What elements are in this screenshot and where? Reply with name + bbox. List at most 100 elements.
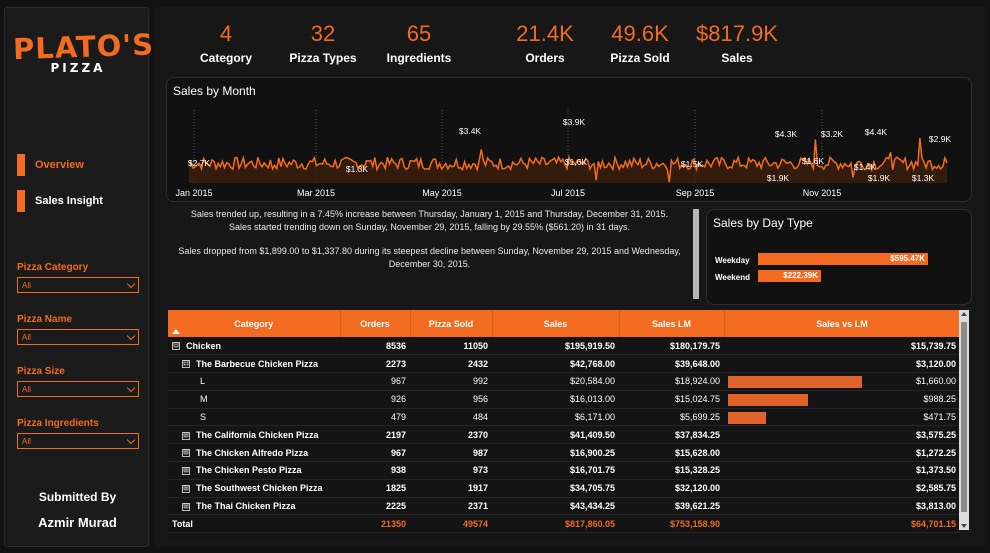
- cell-orders: 2197: [340, 425, 410, 445]
- kpi-value: 4: [219, 21, 233, 46]
- collapse-icon[interactable]: ⊟: [182, 360, 190, 369]
- expand-icon[interactable]: ⊞: [182, 431, 190, 440]
- data-label: $2.7K: [188, 158, 211, 168]
- submitted-by-label: Submitted By: [38, 490, 117, 504]
- header-pizza-sold[interactable]: Pizza Sold: [410, 310, 493, 337]
- kpi-pizza-sold: 49.6K Pizza Sold: [603, 22, 677, 66]
- cell-pizza-sold: 11050: [410, 337, 492, 356]
- nav-item-label: Sales Insight: [35, 195, 103, 207]
- kpi-pizza-types: 32 Pizza Types: [283, 21, 363, 66]
- slicer-pizza-category: Pizza Category All: [17, 262, 139, 293]
- data-label: $1.5K: [681, 159, 704, 169]
- kpi-value: 65: [406, 21, 432, 46]
- cell-orders: 1825: [340, 479, 410, 498]
- kpi-label: Orders: [525, 51, 565, 65]
- cell-sales: $34,705.75: [492, 479, 619, 498]
- sales-vs-lm-bar: [728, 376, 862, 389]
- x-tick-label: Sep 2015: [676, 188, 715, 198]
- cell-sales: $6,171.00: [492, 408, 619, 427]
- cell-category: S: [168, 408, 340, 427]
- day-type-title: Sales by Day Type: [713, 216, 813, 230]
- kpi-label: Pizza Sold: [610, 51, 670, 65]
- header-category[interactable]: Category: [168, 310, 341, 337]
- sort-ascending-icon: [172, 329, 180, 334]
- total-sales: $817,860.05: [492, 514, 619, 534]
- pizza-ingredients-dropdown[interactable]: All: [17, 433, 139, 449]
- kpi-label: Category: [199, 51, 252, 65]
- sales-matrix: Category Orders Pizza Sold Sales Sales L…: [168, 310, 960, 540]
- table-row[interactable]: M 926 956 $16,013.00 $15,024.75 $988.25: [168, 390, 960, 409]
- cell-sales-lm: $37,834.25: [619, 425, 724, 445]
- pizza-category-dropdown[interactable]: All: [17, 277, 139, 293]
- header-sales-vs-lm[interactable]: Sales vs LM: [724, 310, 960, 337]
- scroll-thumb[interactable]: [961, 322, 967, 512]
- sales-by-month-chart[interactable]: $2.7K $1.3K $3.4K $3.9K $1.6K $1.5K $4.3K $1.9K…: [167, 78, 973, 203]
- table-row[interactable]: ⊟ The Barbecue Chicken Pizza 2273 2432 $42,7…: [168, 354, 960, 374]
- x-tick-label: Mar 2015: [297, 188, 335, 198]
- kpi-value: $817.9K: [696, 21, 778, 46]
- data-label: $3.9K: [563, 117, 586, 127]
- sidebar: PLATO'S PIZZA Overview Sales Insight Piz…: [4, 7, 155, 547]
- author-name: Azmir Murad: [38, 515, 117, 530]
- cell-sales-vs-lm: $15,739.75: [724, 337, 960, 356]
- scroll-down-icon[interactable]: [961, 524, 967, 528]
- nav-item-overview[interactable]: Overview: [17, 154, 84, 176]
- cell-orders: 926: [340, 390, 410, 409]
- header-orders[interactable]: Orders: [340, 310, 411, 337]
- slicer-pizza-size: Pizza Size All: [17, 366, 139, 397]
- table-row[interactable]: ⊞ The Chicken Pesto Pizza 938 973 $16,701.75…: [168, 461, 960, 480]
- cell-sales-lm: $5,699.25: [619, 408, 724, 427]
- day-type-label: Weekday: [715, 256, 750, 265]
- cell-sales: $195,919.50: [492, 337, 619, 356]
- data-label: $2.9K: [929, 134, 952, 144]
- table-row[interactable]: ⊞ The California Chicken Pizza 2197 2370 $41…: [168, 425, 960, 445]
- expand-icon[interactable]: ⊞: [182, 502, 190, 511]
- total-sales-lm: $753,158.90: [619, 514, 724, 534]
- data-label: $1.9K: [767, 173, 790, 183]
- cell-orders: 2225: [340, 497, 410, 516]
- kpi-value: 32: [310, 21, 336, 46]
- cell-pizza-sold: 2371: [410, 497, 492, 516]
- matrix-scrollbar[interactable]: [959, 310, 969, 530]
- cell-sales: $16,701.75: [492, 461, 619, 480]
- x-tick-label: Jan 2015: [175, 188, 212, 198]
- scroll-up-icon[interactable]: [961, 312, 967, 316]
- x-tick-label: Jul 2015: [551, 188, 585, 198]
- header-sales-lm[interactable]: Sales LM: [619, 310, 725, 337]
- cell-category: ⊞ The California Chicken Pizza: [168, 425, 340, 445]
- dropdown-value: All: [22, 384, 31, 394]
- table-row[interactable]: ⊞ The Southwest Chicken Pizza 1825 1917 $34,…: [168, 479, 960, 498]
- weekend-bar[interactable]: $222.39K: [758, 270, 821, 282]
- data-label: $1.3K: [346, 164, 369, 174]
- weekday-bar[interactable]: $595.47K: [758, 253, 928, 265]
- table-row[interactable]: ⊞ The Thai Chicken Pizza 2225 2371 $43,434.2…: [168, 497, 960, 516]
- dropdown-value: All: [22, 280, 31, 290]
- cell-sales-lm: $39,621.25: [619, 497, 724, 516]
- collapse-icon[interactable]: ⊟: [172, 342, 180, 351]
- total-orders: 21350: [340, 514, 410, 534]
- kpi-value: 21.4K: [516, 21, 574, 46]
- narrative-scrollbar[interactable]: [693, 209, 699, 299]
- table-row[interactable]: ⊞ The Chicken Alfredo Pizza 967 987 $16,900.…: [168, 443, 960, 463]
- header-sales[interactable]: Sales: [492, 310, 620, 337]
- cell-sales-lm: $18,924.00: [619, 372, 724, 391]
- kpi-ingredients: 65 Ingredients: [380, 21, 458, 66]
- nav-item-label: Overview: [35, 159, 84, 171]
- total-sold: 49574: [410, 514, 492, 534]
- expand-icon[interactable]: ⊞: [182, 467, 190, 476]
- table-row[interactable]: L 967 992 $20,584.00 $18,924.00 $1,660.00: [168, 372, 960, 391]
- logo-sub-text: PIZZA: [50, 61, 106, 75]
- table-row[interactable]: S 479 484 $6,171.00 $5,699.25 $471.75: [168, 408, 960, 427]
- x-tick-label: Nov 2015: [803, 188, 842, 198]
- table-row[interactable]: ⊟ Chicken 8536 11050 $195,919.50 $180,179.75 $…: [168, 337, 960, 356]
- pizza-name-dropdown[interactable]: All: [17, 329, 139, 345]
- cell-sales: $42,768.00: [492, 354, 619, 374]
- pizza-size-dropdown[interactable]: All: [17, 381, 139, 397]
- total-row: Total 21350 49574 $817,860.05 $753,158.9…: [168, 514, 960, 534]
- insight-text: Sales trended up, resulting in a 7.45% i…: [190, 209, 669, 219]
- nav-item-sales-insight[interactable]: Sales Insight: [17, 190, 103, 212]
- kpi-label: Pizza Types: [289, 51, 357, 65]
- expand-icon[interactable]: ⊞: [182, 449, 190, 458]
- expand-icon[interactable]: ⊞: [182, 484, 190, 493]
- cell-sales-vs-lm: $1,373.50: [724, 461, 960, 480]
